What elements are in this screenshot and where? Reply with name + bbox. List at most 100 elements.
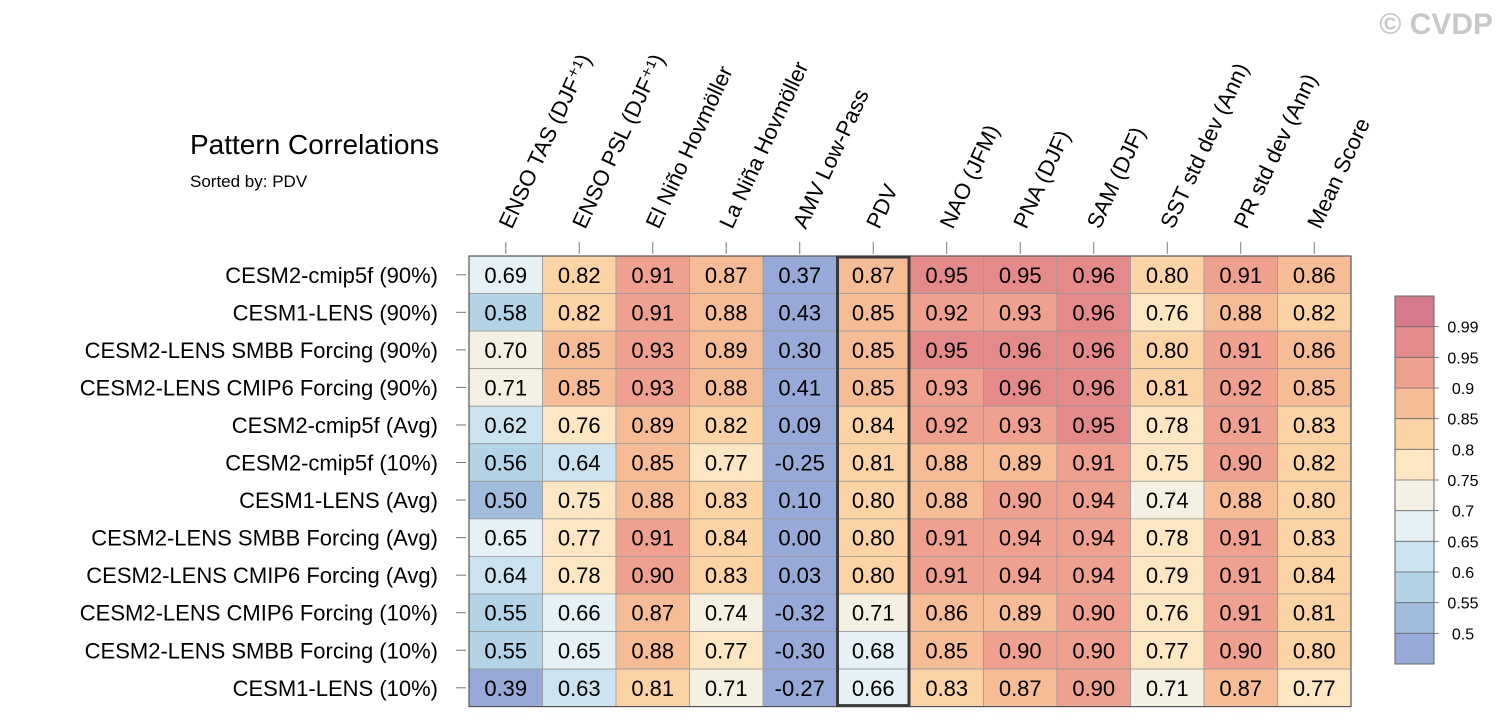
cell-value-label: 0.96 bbox=[1072, 263, 1115, 288]
heatmap-cell bbox=[542, 293, 617, 332]
heatmap-cell bbox=[542, 668, 617, 707]
colorbar-swatch bbox=[1395, 418, 1434, 450]
colorbar-swatch bbox=[1395, 633, 1434, 664]
cell-value-label: 0.93 bbox=[631, 375, 674, 400]
cell-value-label: 0.91 bbox=[1219, 526, 1262, 551]
cell-value-label: 0.68 bbox=[852, 638, 895, 663]
row-label: CESM2-LENS CMIP6 Forcing (90%) bbox=[80, 375, 438, 400]
cell-value-label: 0.65 bbox=[558, 638, 601, 663]
cell-value-label: 0.82 bbox=[1293, 451, 1336, 476]
heatmap-cell bbox=[542, 368, 617, 407]
cell-value-label: 0.90 bbox=[999, 488, 1042, 513]
cell-value-label: 0.91 bbox=[1219, 413, 1262, 438]
heatmap-cell bbox=[542, 593, 617, 632]
heatmap-cell bbox=[1056, 480, 1131, 520]
heatmap-cell bbox=[762, 480, 837, 520]
colorbar-swatch bbox=[1395, 510, 1434, 542]
cell-value-label: -0.32 bbox=[775, 601, 825, 626]
heatmap-cell bbox=[689, 480, 764, 520]
cell-value-label: 0.91 bbox=[1219, 563, 1262, 588]
heatmap-cell bbox=[615, 255, 690, 294]
cell-value-label: 0.77 bbox=[1146, 638, 1189, 663]
heatmap-cell bbox=[1277, 668, 1352, 707]
heatmap-cell bbox=[909, 631, 984, 670]
heatmap-cell bbox=[836, 368, 911, 407]
row-ticks bbox=[456, 274, 466, 689]
cell-value-label: 0.82 bbox=[558, 300, 601, 325]
heatmap-cell bbox=[762, 405, 837, 445]
heatmap-cell bbox=[615, 443, 690, 482]
heatmap-cell bbox=[909, 443, 984, 482]
cell-value-label: 0.86 bbox=[1293, 338, 1336, 363]
cell-value-label: 0.85 bbox=[852, 338, 895, 363]
heatmap-cell bbox=[1056, 443, 1131, 482]
cell-value-label: 0.95 bbox=[925, 338, 968, 363]
cell-value-label: 0.71 bbox=[1146, 676, 1189, 701]
cell-value-label: 0.80 bbox=[1293, 638, 1336, 663]
row-label: CESM1-LENS (Avg) bbox=[239, 488, 438, 513]
cell-value-label: 0.83 bbox=[705, 488, 748, 513]
heatmap-cell bbox=[689, 556, 764, 595]
cell-value-label: 0.88 bbox=[1219, 300, 1262, 325]
cell-value-label: 0.84 bbox=[1293, 563, 1336, 588]
cell-value-label: 0.77 bbox=[705, 638, 748, 663]
cell-value-label: 0.81 bbox=[852, 451, 895, 476]
cell-value-label: -0.27 bbox=[775, 676, 825, 701]
cell-value-label: 0.80 bbox=[852, 488, 895, 513]
heatmap-cell bbox=[1203, 368, 1278, 407]
heatmap-cell bbox=[762, 518, 837, 557]
heatmap-cell bbox=[983, 255, 1058, 294]
heatmap-cell bbox=[1056, 668, 1131, 707]
heatmap-cell bbox=[615, 556, 690, 595]
cell-value-label: 0.55 bbox=[484, 638, 527, 663]
cell-value-label: 0.81 bbox=[1146, 375, 1189, 400]
cell-value-label: 0.87 bbox=[705, 263, 748, 288]
cell-value-label: 0.85 bbox=[925, 638, 968, 663]
cell-value-label: 0.88 bbox=[705, 300, 748, 325]
cell-value-label: 0.95 bbox=[999, 263, 1042, 288]
heatmap-cell bbox=[689, 255, 764, 294]
colorbar-swatch bbox=[1395, 572, 1434, 603]
colorbar-label: 0.75 bbox=[1447, 473, 1478, 490]
cell-value-label: 0.93 bbox=[631, 338, 674, 363]
cell-value-label: 0.30 bbox=[778, 338, 821, 363]
column-label: AMV Low-Pass bbox=[788, 85, 874, 232]
cell-value-label: 0.91 bbox=[925, 526, 968, 551]
heatmap-cell bbox=[983, 518, 1058, 557]
heatmap-cell bbox=[1130, 330, 1205, 370]
heatmap-cell bbox=[615, 518, 690, 557]
cell-value-label: 0.77 bbox=[558, 526, 601, 551]
heatmap-cell bbox=[983, 330, 1058, 370]
cell-value-label: 0.81 bbox=[1293, 601, 1336, 626]
cell-value-label: 0.70 bbox=[484, 338, 527, 363]
cell-value-label: 0.76 bbox=[1146, 601, 1189, 626]
cell-value-label: 0.83 bbox=[1293, 526, 1336, 551]
cell-value-label: 0.83 bbox=[925, 676, 968, 701]
column-label: PDV bbox=[861, 180, 903, 232]
cell-value-label: 0.91 bbox=[1219, 338, 1262, 363]
row-label: CESM1-LENS (90%) bbox=[233, 300, 438, 325]
cell-value-label: 0.76 bbox=[558, 413, 601, 438]
heatmap-cell bbox=[1130, 668, 1205, 707]
cell-value-label: 0.09 bbox=[778, 413, 821, 438]
heatmap-cell bbox=[983, 556, 1058, 595]
heatmap-cell bbox=[1203, 593, 1278, 632]
heatmap-cell bbox=[615, 368, 690, 407]
cell-value-label: 0.80 bbox=[852, 526, 895, 551]
cell-value-label: 0.85 bbox=[631, 451, 674, 476]
row-label: CESM2-cmip5f (Avg) bbox=[232, 413, 438, 438]
colorbar-swatch bbox=[1395, 480, 1434, 511]
heatmap-cell bbox=[1130, 480, 1205, 520]
heatmap-cell bbox=[983, 405, 1058, 445]
cell-value-label: 0.92 bbox=[925, 300, 968, 325]
column-label: SAM (DJF) bbox=[1082, 123, 1151, 232]
heatmap-cell bbox=[468, 293, 543, 332]
cell-value-label: 0.64 bbox=[558, 451, 601, 476]
heatmap-cell bbox=[1130, 556, 1205, 595]
cell-value-label: 0.93 bbox=[999, 300, 1042, 325]
column-ticks bbox=[505, 242, 1315, 254]
heatmap-cell bbox=[1203, 480, 1278, 520]
heatmap-cell bbox=[909, 255, 984, 294]
heatmap-cell bbox=[615, 593, 690, 632]
heatmap-cell bbox=[1056, 255, 1131, 294]
